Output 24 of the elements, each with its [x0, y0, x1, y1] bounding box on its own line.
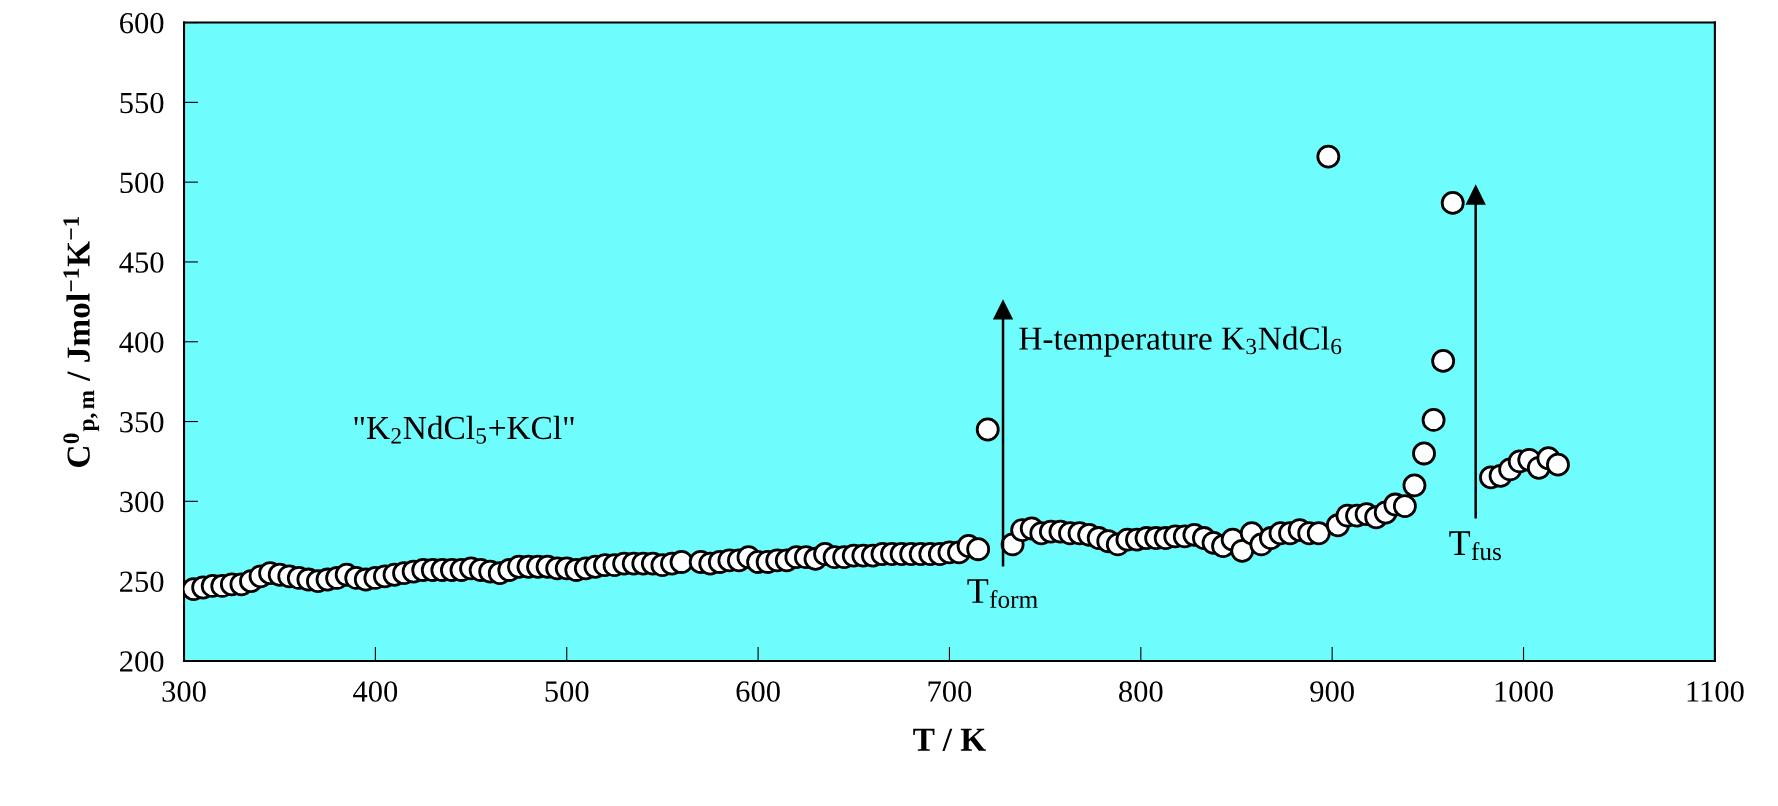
- y-tick-label: 250: [120, 571, 164, 593]
- y-tick-label: 400: [119, 332, 164, 353]
- x-axis-title: T / K: [913, 728, 986, 751]
- x-tick-label: 800: [1119, 681, 1163, 702]
- x-tick-label: 500: [545, 681, 589, 702]
- x-tick-label: 900: [1310, 681, 1354, 702]
- ref-line-label: T$_{fus}$: [1449, 531, 1501, 561]
- x-tick-label: 400: [353, 681, 398, 702]
- y-tick-label: 350: [120, 411, 164, 433]
- y-tick-label: 500: [120, 172, 164, 194]
- y-tick-label: 300: [120, 491, 164, 513]
- y-tick-label: 550: [120, 92, 164, 114]
- ref-line-label: T$_{form}$: [967, 579, 1038, 609]
- x-tick-label: 300: [162, 681, 206, 702]
- y-tick-label: 600: [120, 12, 164, 34]
- annotation: H-temperature K$_{3}$NdCl$_{6}$: [1019, 326, 1342, 357]
- y-tick-label: 200: [120, 651, 164, 672]
- x-tick-label: 1000: [1495, 681, 1553, 702]
- x-tick-label: 700: [928, 681, 972, 702]
- y-tick-label: 450: [119, 252, 164, 273]
- annotation: "K$_{2}$NdCl$_{5}$+KCl": [354, 415, 574, 444]
- x-tick-label: 600: [736, 681, 780, 702]
- y-axis-title: C$^{0}$$_{p,m}$ / Jmol$^{−1}$K$^{−1}$: [63, 216, 100, 467]
- x-tick-label: 1100: [1687, 681, 1744, 702]
